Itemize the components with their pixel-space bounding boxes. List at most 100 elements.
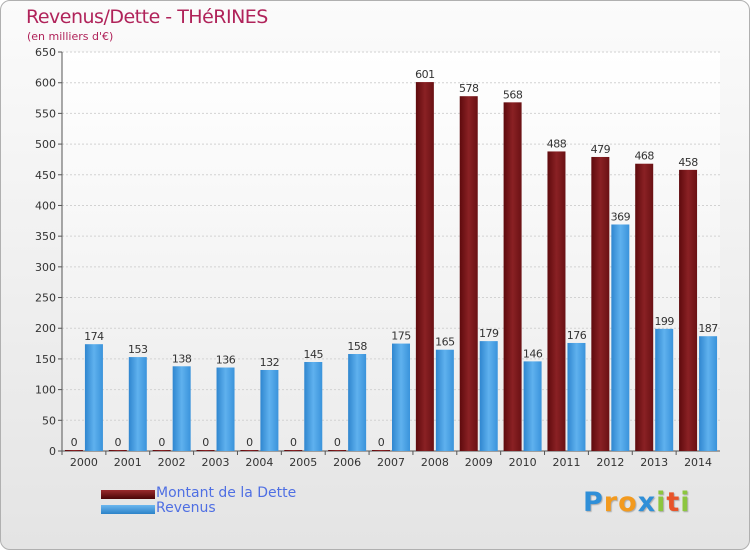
legend-swatch-revenus bbox=[101, 505, 155, 514]
logo-letter: i bbox=[656, 487, 667, 518]
data-label-revenus: 176 bbox=[567, 329, 587, 342]
x-tick-label: 2007 bbox=[377, 456, 405, 469]
y-tick-label: 350 bbox=[35, 230, 56, 243]
logo-letter: t bbox=[666, 487, 681, 518]
bar-revenus bbox=[655, 328, 674, 451]
data-label-dette: 0 bbox=[378, 436, 385, 449]
data-label-dette: 0 bbox=[115, 436, 122, 449]
y-tick-label: 50 bbox=[42, 414, 56, 427]
x-tick-label: 2014 bbox=[684, 456, 712, 469]
x-tick-label: 2004 bbox=[245, 456, 273, 469]
x-tick-label: 2002 bbox=[158, 456, 186, 469]
data-label-revenus: 145 bbox=[304, 348, 324, 361]
bar-revenus bbox=[304, 361, 323, 451]
bar-dette bbox=[284, 450, 303, 451]
data-label-revenus: 174 bbox=[84, 330, 104, 343]
data-label-dette: 578 bbox=[459, 82, 479, 95]
data-label-revenus: 187 bbox=[698, 322, 718, 335]
bar-dette bbox=[372, 450, 390, 451]
bar-dette bbox=[547, 151, 566, 452]
data-label-dette: 0 bbox=[290, 436, 297, 449]
x-tick-label: 2005 bbox=[289, 456, 317, 469]
plot-area bbox=[62, 52, 720, 451]
bar-dette bbox=[591, 156, 610, 451]
data-label-dette: 458 bbox=[678, 156, 698, 169]
y-tick-label: 100 bbox=[35, 384, 56, 397]
data-label-revenus: 165 bbox=[435, 336, 455, 349]
bar-dette bbox=[459, 96, 478, 451]
y-tick-label: 150 bbox=[35, 353, 56, 366]
data-label-revenus: 138 bbox=[172, 352, 192, 365]
data-label-dette: 488 bbox=[547, 137, 567, 150]
data-label-dette: 601 bbox=[415, 68, 435, 81]
proxiti-logo: Proxiti bbox=[583, 487, 691, 518]
bar-revenus bbox=[567, 342, 586, 451]
bar-dette bbox=[152, 450, 171, 451]
y-tick-label: 450 bbox=[35, 169, 56, 182]
bar-revenus bbox=[699, 336, 718, 451]
bar-revenus bbox=[435, 349, 454, 451]
y-tick-label: 600 bbox=[35, 77, 56, 90]
data-label-revenus: 153 bbox=[128, 343, 148, 356]
y-tick-label: 0 bbox=[49, 445, 56, 458]
data-label-dette: 0 bbox=[71, 436, 78, 449]
logo-letter: o bbox=[618, 487, 638, 518]
bar-revenus bbox=[348, 354, 367, 451]
data-label-dette: 0 bbox=[334, 436, 341, 449]
data-label-dette: 0 bbox=[246, 436, 253, 449]
logo-letter: x bbox=[637, 487, 657, 518]
bar-dette bbox=[64, 450, 83, 451]
y-tick-label: 650 bbox=[35, 46, 56, 59]
logo-letter: r bbox=[603, 487, 619, 518]
x-tick-label: 2013 bbox=[640, 456, 668, 469]
x-tick-label: 2009 bbox=[465, 456, 493, 469]
data-label-revenus: 175 bbox=[391, 330, 411, 343]
bar-dette bbox=[679, 169, 698, 451]
data-label-dette: 568 bbox=[503, 88, 523, 101]
legend-label-dette: Montant de la Dette bbox=[156, 485, 297, 501]
data-label-revenus: 179 bbox=[479, 327, 499, 340]
bar-revenus bbox=[523, 361, 542, 451]
x-tick-label: 2003 bbox=[202, 456, 230, 469]
chart-title: Revenus/Dette - THéRINES bbox=[26, 6, 268, 28]
bar-dette bbox=[108, 450, 127, 451]
data-label-dette: 0 bbox=[158, 436, 165, 449]
bar-revenus bbox=[216, 367, 235, 451]
chart-subtitle: (en milliers d'€) bbox=[27, 30, 114, 43]
data-label-dette: 479 bbox=[591, 143, 611, 156]
data-label-dette: 0 bbox=[202, 436, 209, 449]
x-tick-label: 2000 bbox=[70, 456, 98, 469]
data-label-dette: 468 bbox=[634, 150, 654, 163]
x-tick-label: 2001 bbox=[114, 456, 142, 469]
bar-dette bbox=[328, 450, 347, 451]
bar-revenus bbox=[128, 357, 147, 451]
data-label-revenus: 158 bbox=[347, 340, 367, 353]
logo-letter: i bbox=[680, 487, 691, 518]
y-tick-label: 250 bbox=[35, 292, 56, 305]
bar-dette bbox=[240, 450, 259, 451]
x-tick-label: 2011 bbox=[552, 456, 580, 469]
data-label-revenus: 369 bbox=[611, 210, 631, 223]
y-tick-label: 550 bbox=[35, 107, 56, 120]
x-tick-label: 2008 bbox=[421, 456, 449, 469]
data-label-revenus: 132 bbox=[260, 356, 280, 369]
legend-label-revenus: Revenus bbox=[156, 500, 216, 516]
bar-revenus bbox=[172, 366, 191, 451]
logo-letter: P bbox=[583, 487, 604, 518]
x-tick-label: 2010 bbox=[509, 456, 537, 469]
y-tick-label: 500 bbox=[35, 138, 56, 151]
bar-revenus bbox=[479, 341, 498, 451]
legend-swatch-dette bbox=[101, 490, 155, 499]
y-tick-label: 200 bbox=[35, 322, 56, 335]
data-label-revenus: 136 bbox=[216, 354, 236, 367]
bar-dette bbox=[635, 163, 654, 451]
bar-revenus bbox=[84, 344, 103, 451]
y-tick-label: 400 bbox=[35, 199, 56, 212]
bar-revenus bbox=[260, 369, 279, 451]
y-tick-label: 300 bbox=[35, 261, 56, 274]
bar-revenus bbox=[392, 343, 410, 451]
bar-revenus bbox=[611, 224, 630, 451]
bar-dette bbox=[503, 102, 522, 451]
